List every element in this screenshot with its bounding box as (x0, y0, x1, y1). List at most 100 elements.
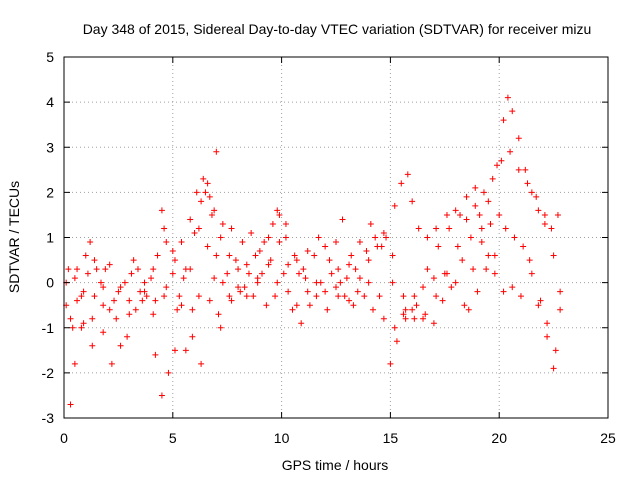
data-point (152, 351, 159, 358)
data-point (134, 266, 141, 273)
data-point (557, 288, 564, 295)
data-point (115, 288, 122, 295)
data-point (496, 211, 503, 218)
data-point (365, 257, 372, 264)
data-point (515, 135, 522, 142)
data-point (461, 302, 468, 309)
data-points (63, 94, 564, 408)
data-point (224, 270, 231, 277)
data-point (354, 288, 361, 295)
data-point (193, 189, 200, 196)
data-point (367, 220, 374, 227)
x-tick-label: 25 (600, 430, 616, 446)
data-point (130, 257, 137, 264)
data-point (165, 369, 172, 376)
data-point (535, 207, 542, 214)
data-point (82, 252, 89, 259)
data-point (404, 171, 411, 178)
series-track-4 (69, 148, 564, 331)
data-point (304, 248, 311, 255)
data-point (111, 297, 118, 304)
data-point (383, 234, 390, 241)
y-tick-label: 1 (46, 230, 54, 246)
data-point (420, 315, 427, 322)
data-point (500, 117, 507, 124)
data-point (528, 189, 535, 196)
series-track-3 (65, 94, 561, 340)
data-point (250, 293, 257, 300)
data-point (65, 266, 72, 273)
data-point (261, 239, 268, 246)
data-point (252, 252, 259, 259)
data-point (154, 252, 161, 259)
data-point (372, 234, 379, 241)
data-point (356, 275, 363, 282)
series-track-5 (63, 211, 564, 367)
data-point (202, 189, 209, 196)
data-point (296, 270, 303, 277)
data-point (280, 270, 287, 277)
data-point (378, 243, 385, 250)
data-point (526, 257, 533, 264)
data-point (150, 311, 157, 318)
data-point (267, 257, 274, 264)
data-point (293, 302, 300, 309)
data-point (352, 266, 359, 273)
data-point (228, 225, 235, 232)
data-point (74, 297, 81, 304)
data-point (161, 293, 168, 300)
data-point (219, 279, 226, 286)
data-point (446, 225, 453, 232)
data-point (393, 338, 400, 345)
data-point (198, 198, 205, 205)
data-point (215, 311, 222, 318)
data-point (71, 360, 78, 367)
data-point (141, 279, 148, 286)
data-point (291, 252, 298, 259)
data-point (515, 166, 522, 173)
data-point (108, 360, 115, 367)
data-point (204, 243, 211, 250)
data-point (182, 347, 189, 354)
data-point (391, 324, 398, 331)
data-point (272, 293, 279, 300)
data-point (485, 252, 492, 259)
data-point (176, 293, 183, 300)
data-point (74, 266, 81, 273)
data-point (163, 284, 170, 291)
data-point (433, 225, 440, 232)
data-point (391, 202, 398, 209)
data-point (544, 320, 551, 327)
data-point (241, 284, 248, 291)
data-point (322, 243, 329, 250)
data-point (141, 288, 148, 295)
data-point (509, 108, 516, 115)
data-point (400, 311, 407, 318)
data-point (369, 306, 376, 313)
data-point (313, 293, 320, 300)
data-point (89, 342, 96, 349)
data-point (102, 266, 109, 273)
data-point (535, 302, 542, 309)
data-point (511, 234, 518, 241)
data-point (552, 347, 559, 354)
data-point (433, 293, 440, 300)
data-point (276, 239, 283, 246)
data-point (263, 302, 270, 309)
data-point (139, 297, 146, 304)
data-point (121, 279, 128, 286)
data-point (126, 297, 133, 304)
y-tick-label: 0 (46, 275, 54, 291)
data-point (213, 252, 220, 259)
data-point (93, 266, 100, 273)
data-point (293, 257, 300, 264)
data-point (528, 270, 535, 277)
data-point (489, 175, 496, 182)
data-point (189, 333, 196, 340)
data-point (409, 306, 416, 313)
data-point (402, 306, 409, 313)
data-point (195, 225, 202, 232)
data-point (124, 333, 131, 340)
data-point (226, 293, 233, 300)
data-point (550, 252, 557, 259)
